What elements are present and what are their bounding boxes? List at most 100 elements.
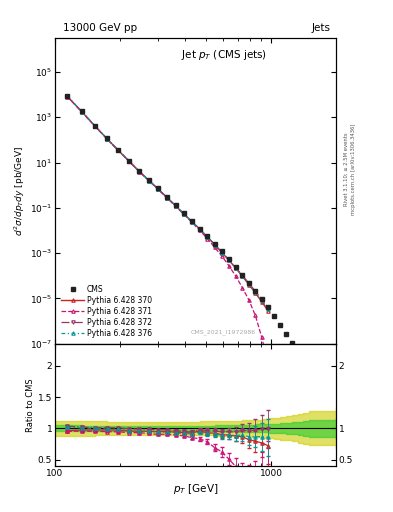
Pythia 6.428 371 bbox=[205, 236, 209, 242]
Pythia 6.428 372 bbox=[137, 168, 141, 174]
Pythia 6.428 371 bbox=[246, 297, 251, 303]
Pythia 6.428 370 bbox=[173, 203, 178, 209]
Pythia 6.428 371 bbox=[105, 136, 109, 142]
Pythia 6.428 376 bbox=[197, 226, 202, 232]
Pythia 6.428 376 bbox=[266, 306, 270, 312]
Pythia 6.428 372 bbox=[156, 186, 160, 192]
Pythia 6.428 370 bbox=[259, 298, 264, 305]
Pythia 6.428 372 bbox=[259, 296, 264, 303]
Pythia 6.428 370 bbox=[226, 257, 231, 263]
Pythia 6.428 370 bbox=[189, 219, 194, 225]
Line: Pythia 6.428 371: Pythia 6.428 371 bbox=[66, 95, 270, 364]
Pythia 6.428 372 bbox=[246, 280, 251, 286]
Pythia 6.428 371 bbox=[65, 94, 70, 100]
Pythia 6.428 372 bbox=[79, 109, 84, 115]
Pythia 6.428 372 bbox=[233, 265, 238, 271]
Pythia 6.428 371 bbox=[212, 244, 217, 250]
Pythia 6.428 370 bbox=[105, 136, 109, 142]
Text: Jets: Jets bbox=[311, 23, 330, 33]
Pythia 6.428 370 bbox=[212, 242, 217, 248]
Pythia 6.428 372 bbox=[65, 93, 70, 99]
Pythia 6.428 370 bbox=[116, 147, 121, 153]
Pythia 6.428 372 bbox=[127, 158, 131, 164]
Pythia 6.428 376 bbox=[165, 195, 169, 201]
Pythia 6.428 371 bbox=[147, 178, 151, 184]
Line: Pythia 6.428 372: Pythia 6.428 372 bbox=[66, 95, 270, 309]
Pythia 6.428 372 bbox=[147, 177, 151, 183]
Pythia 6.428 376 bbox=[240, 273, 245, 279]
Pythia 6.428 376 bbox=[137, 168, 141, 175]
Pythia 6.428 376 bbox=[212, 242, 217, 248]
Pythia 6.428 372 bbox=[197, 226, 202, 232]
Pythia 6.428 370 bbox=[246, 282, 251, 288]
Pythia 6.428 371 bbox=[92, 123, 97, 129]
Pythia 6.428 372 bbox=[116, 147, 121, 153]
Pythia 6.428 376 bbox=[233, 265, 238, 271]
Pythia 6.428 376 bbox=[92, 123, 97, 129]
Pythia 6.428 370 bbox=[156, 186, 160, 192]
Pythia 6.428 371 bbox=[253, 312, 258, 318]
Pythia 6.428 370 bbox=[182, 211, 186, 217]
Pythia 6.428 370 bbox=[253, 290, 258, 296]
Pythia 6.428 372 bbox=[189, 218, 194, 224]
Pythia 6.428 371 bbox=[137, 168, 141, 175]
Text: CMS_2021_I1972986: CMS_2021_I1972986 bbox=[191, 329, 256, 335]
Pythia 6.428 376 bbox=[79, 109, 84, 115]
Pythia 6.428 370 bbox=[147, 177, 151, 183]
Pythia 6.428 376 bbox=[259, 297, 264, 304]
Pythia 6.428 371 bbox=[189, 219, 194, 225]
Pythia 6.428 376 bbox=[116, 147, 121, 153]
Pythia 6.428 370 bbox=[165, 195, 169, 201]
Pythia 6.428 376 bbox=[205, 234, 209, 240]
Pythia 6.428 372 bbox=[92, 123, 97, 129]
Pythia 6.428 370 bbox=[219, 249, 224, 255]
Pythia 6.428 371 bbox=[226, 263, 231, 269]
Pythia 6.428 376 bbox=[156, 186, 160, 192]
Y-axis label: Ratio to CMS: Ratio to CMS bbox=[26, 378, 35, 432]
Pythia 6.428 372 bbox=[165, 195, 169, 201]
Line: Pythia 6.428 370: Pythia 6.428 370 bbox=[66, 95, 270, 312]
Pythia 6.428 370 bbox=[233, 265, 238, 271]
Pythia 6.428 370 bbox=[197, 226, 202, 232]
Y-axis label: $d^2\sigma/dp_Tdy$ [pb/GeV]: $d^2\sigma/dp_Tdy$ [pb/GeV] bbox=[13, 146, 27, 236]
X-axis label: $p_T$ [GeV]: $p_T$ [GeV] bbox=[173, 482, 218, 496]
Pythia 6.428 372 bbox=[240, 272, 245, 279]
Pythia 6.428 372 bbox=[266, 305, 270, 311]
Pythia 6.428 370 bbox=[205, 234, 209, 240]
Pythia 6.428 376 bbox=[226, 257, 231, 263]
Pythia 6.428 371 bbox=[266, 359, 270, 366]
Pythia 6.428 371 bbox=[173, 203, 178, 209]
Pythia 6.428 376 bbox=[219, 249, 224, 255]
Pythia 6.428 371 bbox=[240, 285, 245, 291]
Pythia 6.428 371 bbox=[219, 253, 224, 259]
Pythia 6.428 371 bbox=[259, 334, 264, 340]
Pythia 6.428 371 bbox=[79, 109, 84, 115]
Pythia 6.428 372 bbox=[182, 211, 186, 217]
Pythia 6.428 370 bbox=[240, 273, 245, 280]
Pythia 6.428 371 bbox=[165, 195, 169, 201]
Pythia 6.428 376 bbox=[173, 203, 178, 209]
Text: Rivet 3.1.10; ≥ 2.5M events: Rivet 3.1.10; ≥ 2.5M events bbox=[344, 132, 349, 206]
Text: Jet $p_T$ (CMS jets): Jet $p_T$ (CMS jets) bbox=[181, 48, 266, 61]
Pythia 6.428 372 bbox=[226, 257, 231, 263]
Pythia 6.428 370 bbox=[65, 93, 70, 99]
Pythia 6.428 370 bbox=[266, 308, 270, 314]
Pythia 6.428 371 bbox=[156, 186, 160, 193]
Pythia 6.428 376 bbox=[189, 219, 194, 225]
Pythia 6.428 376 bbox=[147, 178, 151, 184]
Pythia 6.428 370 bbox=[137, 168, 141, 175]
Pythia 6.428 376 bbox=[253, 289, 258, 295]
Legend: CMS, Pythia 6.428 370, Pythia 6.428 371, Pythia 6.428 372, Pythia 6.428 376: CMS, Pythia 6.428 370, Pythia 6.428 371,… bbox=[59, 283, 154, 340]
Pythia 6.428 371 bbox=[197, 227, 202, 233]
Pythia 6.428 371 bbox=[127, 158, 131, 164]
Pythia 6.428 370 bbox=[79, 109, 84, 115]
Pythia 6.428 372 bbox=[105, 136, 109, 142]
Pythia 6.428 372 bbox=[253, 288, 258, 294]
Line: Pythia 6.428 376: Pythia 6.428 376 bbox=[66, 95, 270, 311]
Pythia 6.428 370 bbox=[127, 158, 131, 164]
Pythia 6.428 371 bbox=[116, 147, 121, 154]
Pythia 6.428 372 bbox=[173, 203, 178, 209]
Pythia 6.428 370 bbox=[92, 123, 97, 129]
Pythia 6.428 376 bbox=[105, 136, 109, 142]
Pythia 6.428 376 bbox=[182, 211, 186, 217]
